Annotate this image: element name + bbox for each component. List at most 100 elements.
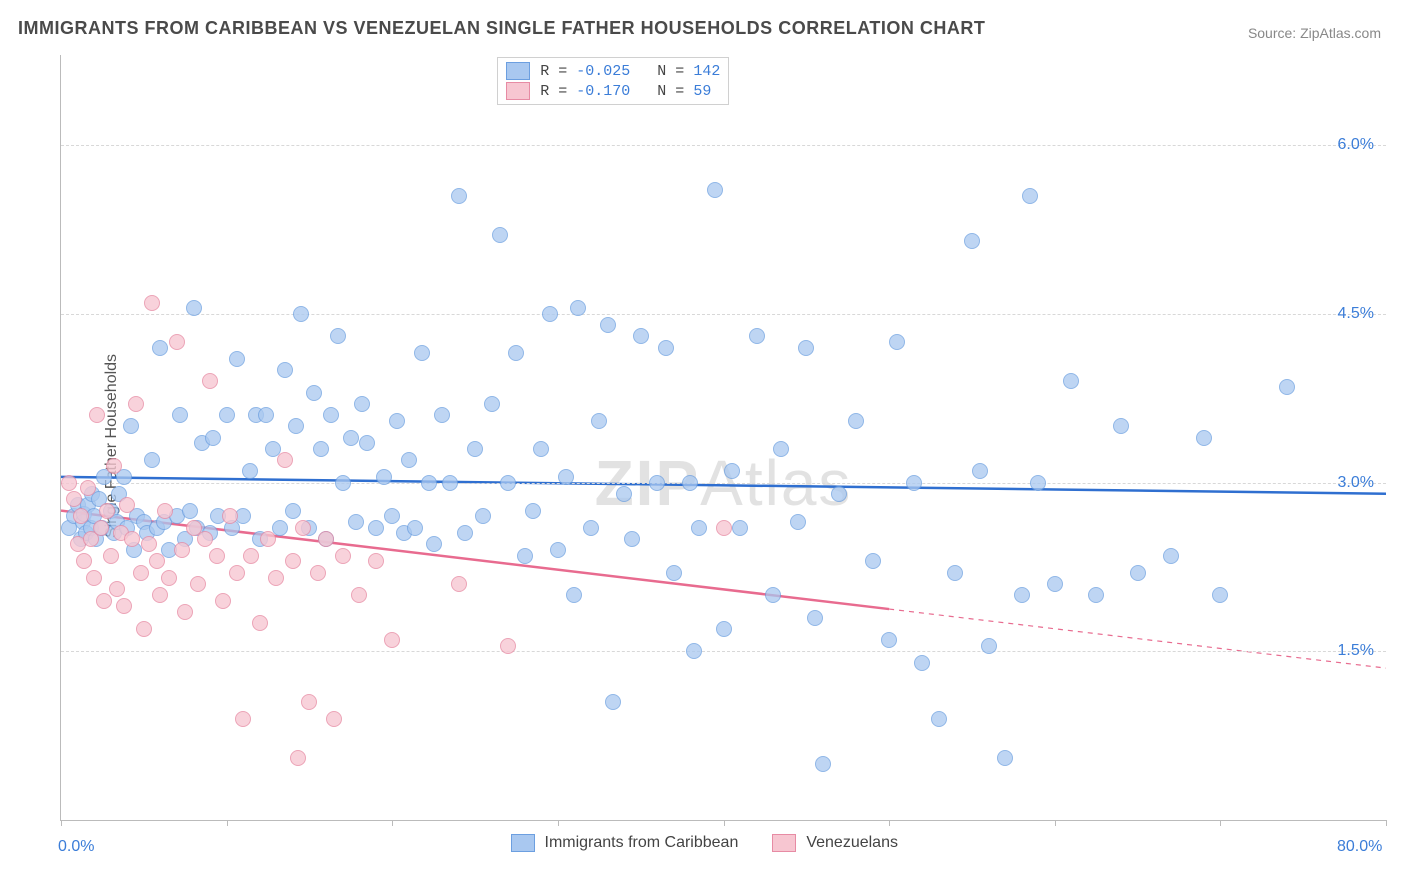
x-tick-mark [61,820,62,826]
data-point [368,553,384,569]
data-point [335,548,351,564]
data-point [209,548,225,564]
data-point [798,340,814,356]
data-point [133,565,149,581]
x-axis-max: 80.0% [1337,838,1382,856]
data-point [467,441,483,457]
data-point [215,593,231,609]
data-point [1279,379,1295,395]
data-point [389,413,405,429]
gridline [61,651,1386,652]
data-point [605,694,621,710]
data-point [616,486,632,502]
data-point [1030,475,1046,491]
data-point [658,340,674,356]
data-point [972,463,988,479]
data-point [86,570,102,586]
data-point [89,407,105,423]
data-point [831,486,847,502]
legend-swatch [506,82,530,100]
data-point [716,621,732,637]
data-point [351,587,367,603]
data-point [152,340,168,356]
data-point [354,396,370,412]
data-point [414,345,430,361]
legend-swatch [511,834,535,852]
data-point [525,503,541,519]
legend-series-label: Immigrants from Caribbean [545,834,739,852]
data-point [500,638,516,654]
data-point [947,565,963,581]
data-point [123,418,139,434]
data-point [229,351,245,367]
y-tick-label: 6.0% [1338,136,1374,154]
data-point [508,345,524,361]
data-point [268,570,284,586]
data-point [99,503,115,519]
data-point [301,694,317,710]
data-point [492,227,508,243]
x-tick-mark [392,820,393,826]
data-point [691,520,707,536]
data-point [434,407,450,423]
data-point [235,711,251,727]
data-point [205,430,221,446]
gridline [61,314,1386,315]
legend-row: R = -0.170 N = 59 [506,82,720,100]
legend-row: R = -0.025 N = 142 [506,62,720,80]
x-tick-mark [1055,820,1056,826]
data-point [384,632,400,648]
data-point [666,565,682,581]
source-attribution: Source: ZipAtlas.com [1248,25,1381,41]
data-point [222,508,238,524]
data-point [765,587,781,603]
data-point [109,581,125,597]
chart-container: { "title": "IMMIGRANTS FROM CARIBBEAN VS… [0,0,1406,892]
legend-stats: R = -0.170 N = 59 [540,83,711,100]
x-tick-mark [889,820,890,826]
plot-area: ZIPAtlas 1.5%3.0%4.5%6.0% [60,55,1386,821]
data-point [277,452,293,468]
data-point [258,407,274,423]
data-point [1163,548,1179,564]
data-point [73,508,89,524]
data-point [533,441,549,457]
data-point [550,542,566,558]
data-point [716,520,732,536]
data-point [285,553,301,569]
data-point [260,531,276,547]
x-tick-mark [1386,820,1387,826]
data-point [202,373,218,389]
data-point [136,621,152,637]
data-point [368,520,384,536]
data-point [749,328,765,344]
x-tick-mark [558,820,559,826]
data-point [724,463,740,479]
data-point [76,553,92,569]
data-point [1014,587,1030,603]
data-point [161,570,177,586]
x-axis-min: 0.0% [58,838,94,856]
data-point [326,711,342,727]
data-point [128,396,144,412]
data-point [323,407,339,423]
x-tick-mark [724,820,725,826]
data-point [451,188,467,204]
data-point [686,643,702,659]
data-point [330,328,346,344]
data-point [964,233,980,249]
data-point [1212,587,1228,603]
data-point [174,542,190,558]
data-point [773,441,789,457]
data-point [558,469,574,485]
data-point [242,463,258,479]
data-point [343,430,359,446]
data-point [359,435,375,451]
data-point [229,565,245,581]
data-point [848,413,864,429]
x-tick-mark [1220,820,1221,826]
data-point [93,520,109,536]
data-point [624,531,640,547]
data-point [865,553,881,569]
data-point [1130,565,1146,581]
